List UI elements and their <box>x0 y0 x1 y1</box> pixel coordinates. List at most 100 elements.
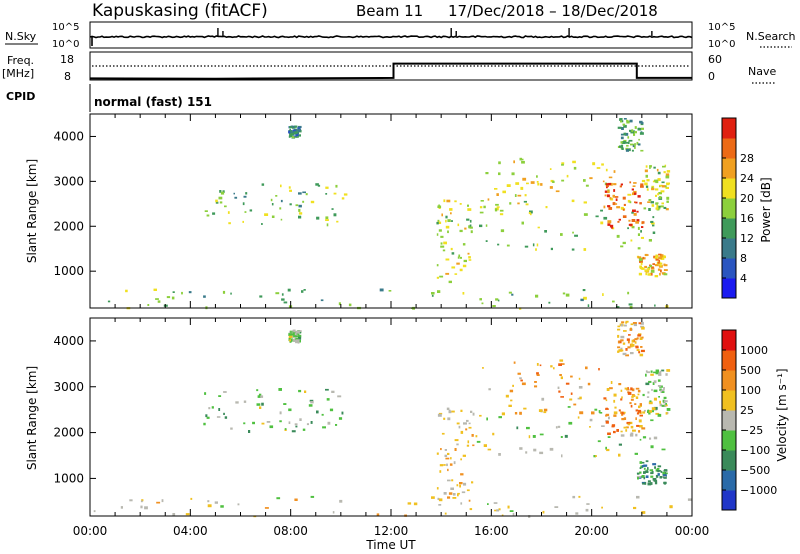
data-cell <box>651 204 655 207</box>
data-cell <box>620 339 624 342</box>
data-cell <box>469 219 472 223</box>
data-cell <box>605 420 609 424</box>
data-cell <box>290 339 293 342</box>
data-cell <box>494 509 497 512</box>
data-cell <box>642 393 645 397</box>
data-cell <box>609 197 612 200</box>
data-cell <box>468 225 470 229</box>
data-cell <box>293 329 296 333</box>
data-cell <box>617 346 621 349</box>
data-cell <box>467 252 470 255</box>
data-cell <box>582 289 586 292</box>
data-cell <box>297 125 302 129</box>
time-axis-label: Time UT <box>365 538 416 552</box>
data-cell <box>451 220 453 222</box>
data-cell <box>618 409 621 412</box>
data-cell <box>458 254 461 257</box>
data-cell <box>573 166 577 170</box>
data-cell <box>631 188 634 191</box>
data-cell <box>626 338 630 341</box>
data-cell <box>467 204 469 207</box>
data-cell <box>469 224 472 228</box>
data-cell <box>623 124 627 128</box>
data-cell <box>208 407 211 410</box>
data-cell <box>627 387 629 390</box>
data-cell <box>514 412 518 415</box>
data-cell <box>243 400 247 403</box>
data-cell <box>585 508 589 512</box>
data-cell <box>261 223 263 225</box>
data-cell <box>612 300 615 303</box>
data-cell <box>666 200 669 203</box>
data-cell <box>459 256 462 259</box>
data-cell <box>631 344 635 347</box>
data-cell <box>532 243 535 247</box>
data-cell <box>634 192 637 195</box>
data-cell <box>610 381 613 384</box>
data-cell <box>634 452 638 455</box>
data-cell <box>621 349 624 352</box>
data-cell <box>638 322 642 325</box>
data-cell <box>611 227 615 230</box>
data-cell <box>438 504 442 506</box>
data-cell <box>468 499 471 502</box>
data-cell <box>292 332 295 335</box>
data-cell <box>650 222 655 225</box>
data-cell <box>291 430 296 433</box>
data-cell <box>259 295 263 298</box>
data-cell <box>627 199 631 203</box>
data-cell <box>630 398 634 401</box>
freq-trace <box>89 62 692 80</box>
data-cell <box>663 396 667 399</box>
data-cell <box>456 262 460 265</box>
nave-tick-top: 60 <box>708 53 722 66</box>
data-cell <box>652 216 655 219</box>
data-cell <box>636 219 640 222</box>
noise-tick-top-right: 10^5 <box>708 22 735 33</box>
data-cell <box>521 221 524 225</box>
data-cell <box>613 183 617 186</box>
data-cell <box>261 422 265 425</box>
data-cell <box>476 440 481 443</box>
data-cell <box>565 382 570 385</box>
data-cell <box>468 256 471 259</box>
data-cell <box>647 267 650 271</box>
data-cell <box>451 252 455 255</box>
data-cell <box>560 396 564 398</box>
data-cell <box>663 481 667 484</box>
data-cell <box>639 471 642 474</box>
data-cell <box>645 370 648 373</box>
data-cell <box>659 196 662 199</box>
data-cell <box>234 196 238 199</box>
data-cell <box>608 182 612 185</box>
data-cell <box>479 414 482 417</box>
data-cell <box>654 256 658 260</box>
colorbar-segment <box>722 390 736 411</box>
ytick-label: 1000 <box>53 471 84 485</box>
data-cell <box>607 432 611 435</box>
data-cell <box>634 341 637 344</box>
data-cell <box>494 188 498 190</box>
data-cell <box>529 210 533 214</box>
data-cell <box>457 256 460 259</box>
data-cell <box>639 414 643 417</box>
data-cell <box>666 369 671 372</box>
data-cell <box>462 454 466 457</box>
data-cell <box>528 435 531 439</box>
data-cell <box>663 476 667 479</box>
data-cell <box>296 339 300 342</box>
data-cell <box>663 269 668 271</box>
data-cell <box>658 205 661 209</box>
data-cell <box>304 390 307 393</box>
data-cell <box>663 206 667 209</box>
data-cell <box>436 276 439 279</box>
data-cell <box>298 212 303 215</box>
data-cell <box>633 323 637 327</box>
colorbar-tick-label: 100 <box>740 384 761 397</box>
data-cell <box>653 406 658 410</box>
velocity-scatter <box>93 320 692 518</box>
data-cell <box>628 148 631 152</box>
data-cell <box>554 506 559 508</box>
noise-tick-top-left: 10^5 <box>52 22 79 33</box>
data-cell <box>625 426 629 429</box>
